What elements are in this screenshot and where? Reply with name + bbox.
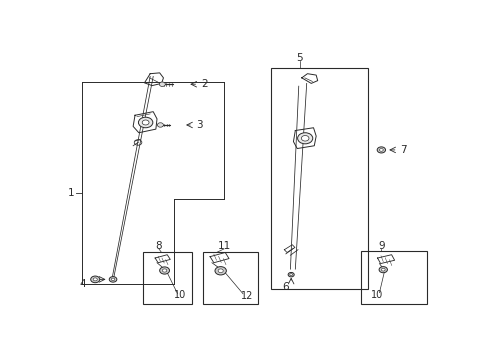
Circle shape — [159, 267, 169, 274]
Circle shape — [289, 274, 292, 276]
Text: 11: 11 — [217, 241, 230, 251]
Text: 8: 8 — [155, 241, 162, 251]
Text: 1: 1 — [68, 188, 75, 198]
Circle shape — [218, 269, 223, 273]
Circle shape — [287, 273, 294, 277]
Circle shape — [142, 120, 149, 125]
Circle shape — [301, 135, 308, 141]
Text: 4: 4 — [80, 279, 86, 288]
Bar — [271, 68, 367, 288]
Text: 5: 5 — [296, 53, 303, 63]
Text: 10: 10 — [174, 291, 186, 301]
Text: 10: 10 — [371, 291, 383, 301]
Text: 12: 12 — [240, 291, 252, 301]
Bar — [142, 252, 191, 304]
Circle shape — [159, 82, 165, 86]
Circle shape — [90, 276, 100, 283]
Circle shape — [379, 149, 383, 151]
Bar — [360, 251, 426, 304]
Text: 3: 3 — [195, 120, 202, 130]
Circle shape — [378, 267, 386, 273]
Circle shape — [109, 276, 117, 282]
Circle shape — [297, 133, 312, 144]
Text: 7: 7 — [400, 145, 406, 155]
Circle shape — [215, 267, 226, 275]
Text: 9: 9 — [377, 241, 384, 251]
Bar — [203, 252, 258, 304]
Circle shape — [138, 117, 153, 128]
Circle shape — [376, 147, 385, 153]
Circle shape — [111, 278, 115, 281]
Circle shape — [157, 123, 163, 127]
Circle shape — [381, 268, 385, 271]
Circle shape — [93, 278, 97, 281]
Text: 2: 2 — [201, 79, 207, 89]
Text: 6: 6 — [282, 282, 288, 292]
Circle shape — [162, 269, 166, 272]
